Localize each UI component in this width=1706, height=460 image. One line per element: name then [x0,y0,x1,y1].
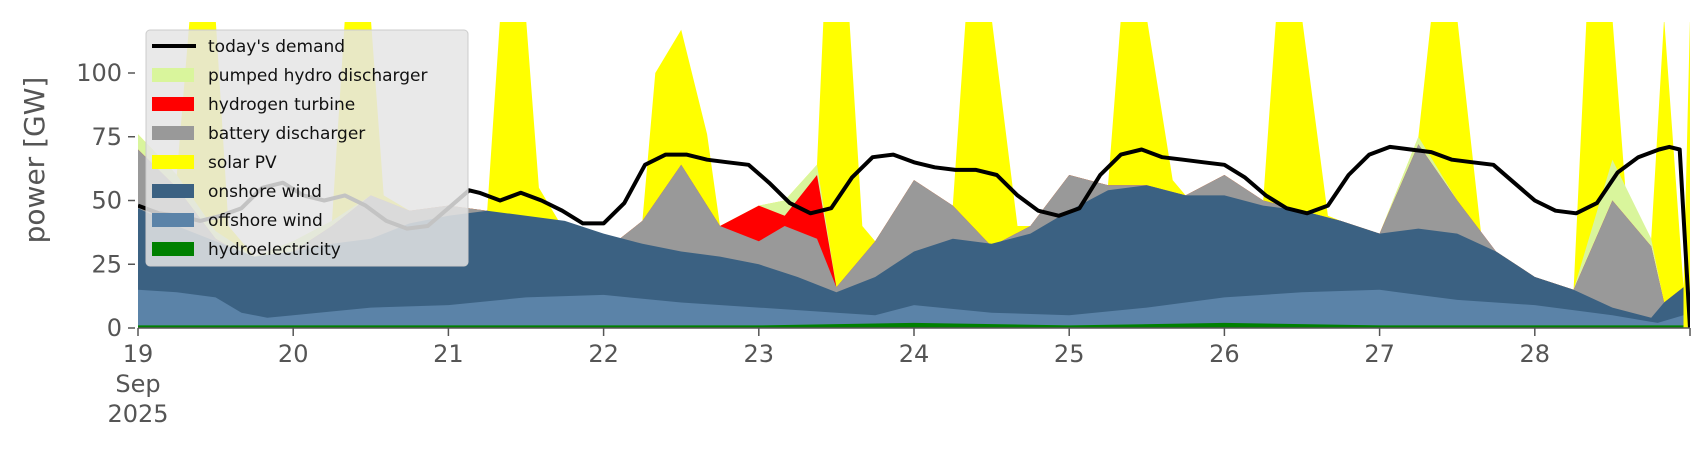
legend-label-onshore-wind: onshore wind [208,182,322,202]
legend-swatch-hydrogen-turbine [152,97,194,111]
x-tick-label: 19 [123,340,154,368]
legend-swatch-pumped-hydro-discharger [152,68,194,82]
y-tick-label: 50 [91,187,122,215]
x-tick-year-label: 2025 [107,400,168,428]
x-tick-label: 21 [433,340,464,368]
area-offshore-wind [138,289,1684,328]
x-tick-label: 27 [1364,340,1395,368]
y-tick-label: 25 [91,250,122,278]
x-tick-label: 26 [1209,340,1240,368]
x-tick-label: 23 [744,340,775,368]
legend-label-hydrogen-turbine: hydrogen turbine [208,95,355,115]
x-tick-label: 24 [899,340,930,368]
y-tick-label: 0 [107,314,122,342]
area-onshore-wind [138,185,1684,328]
legend-label-pumped-hydro-discharger: pumped hydro discharger [208,66,427,86]
legend-swatch-solar-pv [152,155,194,169]
x-tick-month-label: Sep [115,370,160,398]
y-tick-label: 100 [76,59,122,87]
legend-swatch-offshore-wind [152,213,194,227]
area-series-group [138,22,1690,328]
y-axis-label: power [GW] [18,77,51,244]
legend-label-today-s-demand: today's demand [208,37,345,57]
legend-swatch-battery-discharger [152,126,194,140]
legend-box [145,29,469,267]
legend-label-hydroelectricity: hydroelectricity [208,240,341,260]
legend: today's demand pumped hydro discharger hyd… [145,29,469,267]
x-tick-label: 22 [588,340,619,368]
x-tick-label: 28 [1520,340,1551,368]
legend-label-solar-pv: solar PV [208,153,277,173]
x-tick-label: 20 [278,340,309,368]
x-tick-label: 25 [1054,340,1085,368]
area-hydroelectricity [138,322,1684,328]
y-tick-label: 75 [91,123,122,151]
legend-swatch-hydroelectricity [152,242,194,256]
legend-label-battery-discharger: battery discharger [208,124,365,144]
legend-swatch-onshore-wind [152,184,194,198]
legend-label-offshore-wind: offshore wind [208,211,323,231]
